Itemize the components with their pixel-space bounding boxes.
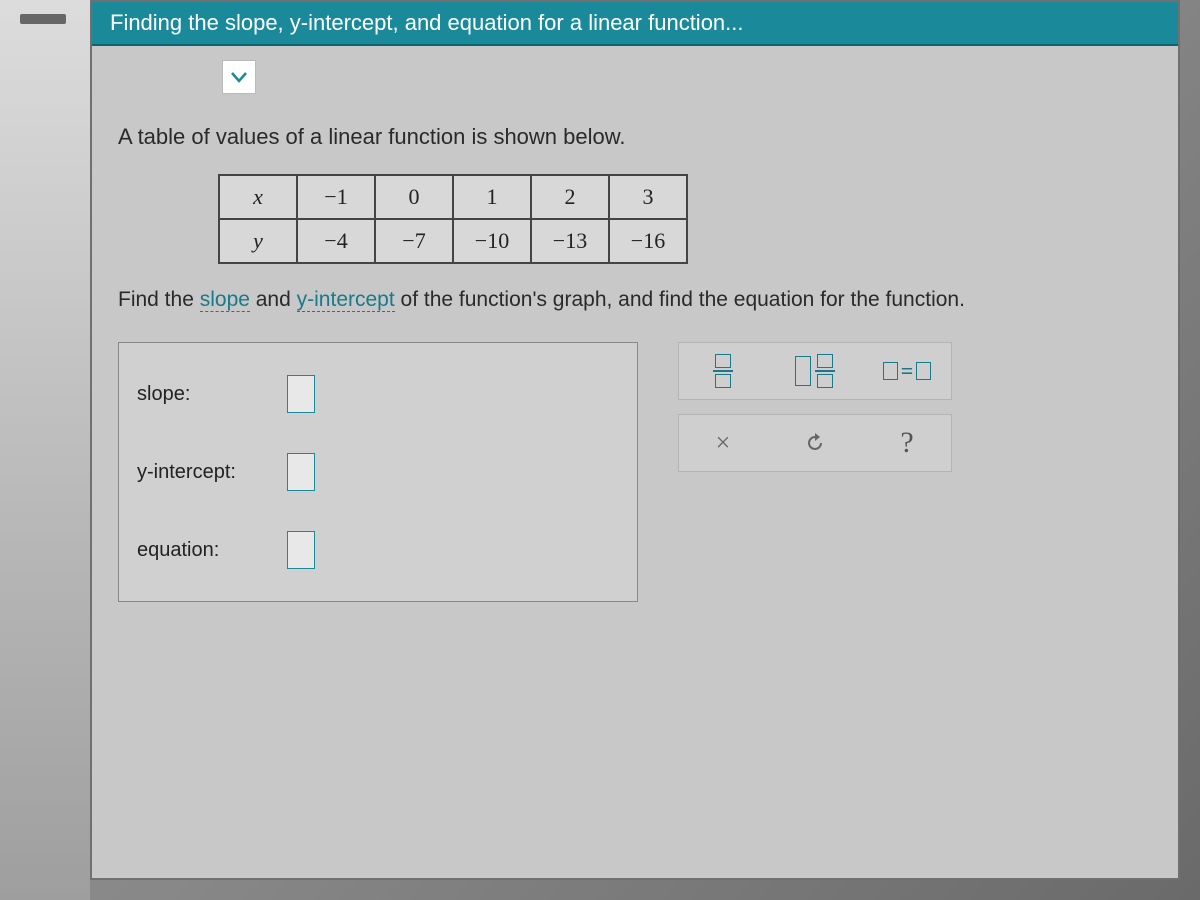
mixed-number-icon [795, 354, 835, 388]
instr-prefix: Find the [118, 288, 200, 311]
tool-row-actions: × ? [678, 414, 952, 472]
slope-row: slope: [137, 355, 619, 433]
title-bar: Finding the slope, y-intercept, and equa… [92, 2, 1178, 46]
equation-label: equation: [137, 539, 287, 562]
answer-area: slope: y-intercept: equation: [118, 342, 1152, 602]
fraction-tool-button[interactable] [693, 349, 753, 393]
equation-input[interactable] [287, 531, 315, 569]
x-row-header: x [219, 175, 297, 219]
x-cell: 1 [453, 175, 531, 219]
x-cell: 0 [375, 175, 453, 219]
instr-suffix: of the function's graph, and find the eq… [395, 288, 965, 311]
intro-text: A table of values of a linear function i… [118, 124, 1152, 150]
y-intercept-label: y-intercept: [137, 461, 287, 484]
x-cell: 2 [531, 175, 609, 219]
y-intercept-input[interactable] [287, 453, 315, 491]
y-cell: −4 [297, 219, 375, 263]
slope-label: slope: [137, 383, 287, 406]
instruction-text: Find the slope and y-intercept of the fu… [118, 288, 1152, 312]
instr-mid: and [250, 288, 297, 311]
y-cell: −10 [453, 219, 531, 263]
table-row-x: x −1 0 1 2 3 [219, 175, 687, 219]
y-cell: −16 [609, 219, 687, 263]
left-frame-strip [0, 0, 90, 900]
fraction-icon [713, 354, 733, 388]
answer-box: slope: y-intercept: equation: [118, 342, 638, 602]
help-icon: ? [900, 426, 913, 460]
clear-icon: × [716, 428, 731, 458]
help-button[interactable]: ? [877, 421, 937, 465]
section-dropdown[interactable] [222, 60, 256, 94]
tool-row-math: = [678, 342, 952, 400]
app-window: Finding the slope, y-intercept, and equa… [90, 0, 1180, 880]
equation-row: equation: [137, 511, 619, 589]
x-cell: −1 [297, 175, 375, 219]
equation-tool-button[interactable]: = [877, 349, 937, 393]
content-area: A table of values of a linear function i… [92, 46, 1178, 628]
reset-icon [802, 430, 828, 456]
table-row-y: y −4 −7 −10 −13 −16 [219, 219, 687, 263]
chevron-down-icon [230, 71, 248, 83]
slope-input[interactable] [287, 375, 315, 413]
page-title: Finding the slope, y-intercept, and equa… [110, 10, 744, 35]
slope-term-link[interactable]: slope [200, 288, 250, 312]
x-cell: 3 [609, 175, 687, 219]
mixed-number-tool-button[interactable] [785, 349, 845, 393]
clear-button[interactable]: × [693, 421, 753, 465]
y-cell: −7 [375, 219, 453, 263]
y-row-header: y [219, 219, 297, 263]
y-intercept-term-link[interactable]: y-intercept [297, 288, 395, 312]
y-intercept-row: y-intercept: [137, 433, 619, 511]
tool-panel: = × ? [678, 342, 952, 472]
reset-button[interactable] [785, 421, 845, 465]
y-cell: −13 [531, 219, 609, 263]
values-table: x −1 0 1 2 3 y −4 −7 −10 −13 −16 [218, 174, 688, 264]
equation-icon: = [883, 358, 932, 384]
